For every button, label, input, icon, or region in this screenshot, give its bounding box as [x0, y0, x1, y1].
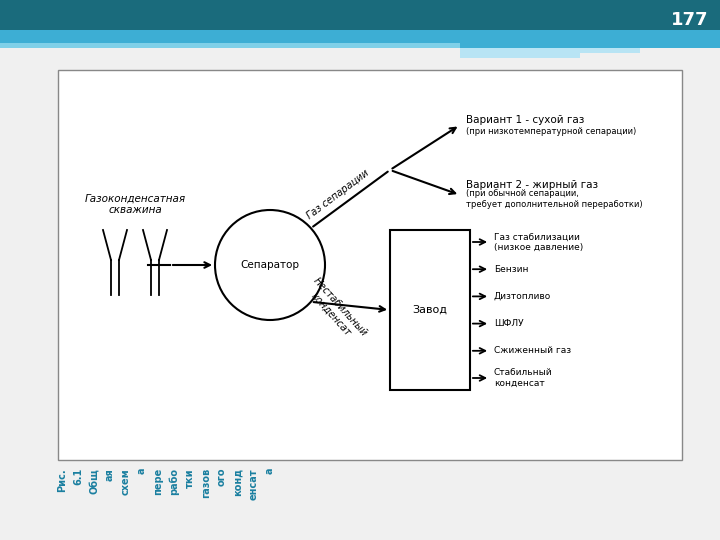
Text: а: а	[137, 468, 147, 475]
Text: Вариант 2 - жирный газ: Вариант 2 - жирный газ	[466, 180, 598, 190]
Text: ШФЛУ: ШФЛУ	[494, 319, 523, 328]
Text: (при обычной сепарации,
требует дополнительной переработки): (при обычной сепарации, требует дополнит…	[466, 190, 643, 208]
Text: Сепаратор: Сепаратор	[240, 260, 300, 270]
Text: 177: 177	[670, 11, 708, 29]
Bar	[390, 230, 470, 390]
Text: тки: тки	[185, 468, 195, 488]
Text: Бензин: Бензин	[494, 265, 528, 274]
Bar	[460, 53, 580, 58]
Text: Завод: Завод	[413, 305, 448, 315]
Text: Стабильный
конденсат: Стабильный конденсат	[494, 368, 553, 388]
Text: Газ сепарации: Газ сепарации	[305, 167, 372, 221]
Text: ого: ого	[217, 468, 227, 487]
Text: рабо: рабо	[168, 468, 179, 495]
Bar	[0, 30, 720, 43]
Text: ая: ая	[105, 468, 115, 481]
Text: газов: газов	[201, 468, 211, 498]
Text: схем: схем	[121, 468, 131, 495]
Text: конд: конд	[233, 468, 243, 496]
Text: Газ стабилизации
(низкое давление): Газ стабилизации (низкое давление)	[494, 232, 583, 252]
Bar	[0, 0, 720, 30]
Text: а: а	[265, 468, 275, 475]
Text: Газоконденсатная
скважина: Газоконденсатная скважина	[84, 193, 186, 215]
Bar	[0, 43, 460, 48]
Bar	[460, 48, 640, 53]
Text: Дизтопливо: Дизтопливо	[494, 292, 552, 301]
Bar	[460, 43, 720, 48]
Text: Нестабильный
конденсат: Нестабильный конденсат	[302, 276, 369, 346]
Circle shape	[215, 210, 325, 320]
Text: Вариант 1 - сухой газ: Вариант 1 - сухой газ	[466, 115, 585, 125]
Text: пере: пере	[153, 468, 163, 495]
Text: (при низкотемпературной сепарации): (при низкотемпературной сепарации)	[466, 127, 636, 137]
Text: 6.1: 6.1	[73, 468, 83, 485]
Text: енсат: енсат	[249, 468, 259, 500]
Bar	[58, 70, 682, 460]
Text: Сжиженный газ: Сжиженный газ	[494, 346, 571, 355]
Text: Общ: Общ	[89, 468, 99, 494]
Text: Рис.: Рис.	[57, 468, 67, 491]
